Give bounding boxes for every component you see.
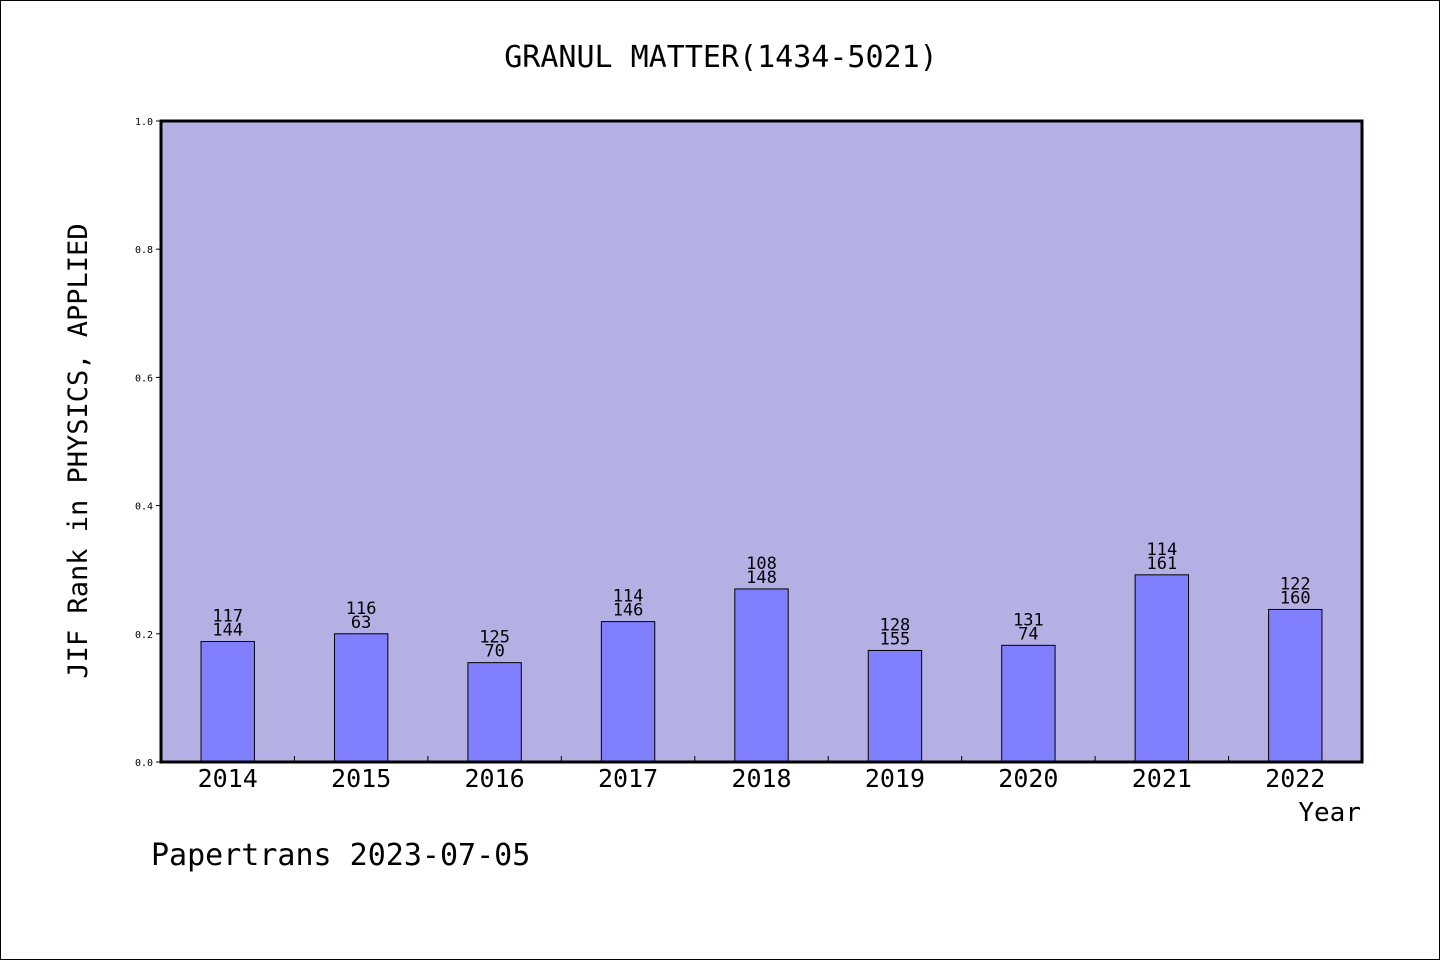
y-tick-label: 0.2 bbox=[135, 630, 153, 641]
chart-title: GRANUL MATTER(1434-5021) bbox=[504, 40, 937, 75]
bar-total-label: 144 bbox=[212, 620, 243, 640]
bar-2016 bbox=[467, 662, 522, 763]
x-tick-label: 2020 bbox=[998, 764, 1058, 793]
y-tick-label: 0.8 bbox=[135, 245, 153, 256]
x-tick-label: 2016 bbox=[465, 764, 525, 793]
x-tick-label: 2014 bbox=[198, 764, 258, 793]
bar-2017 bbox=[600, 621, 656, 763]
bar-2020 bbox=[1001, 644, 1056, 763]
bar-rank-label: 114 bbox=[1146, 540, 1177, 560]
bar-2019 bbox=[867, 649, 923, 763]
bars-group: 1171441166312570114146108148128155131741… bbox=[200, 540, 1323, 763]
bar-rank-label: 114 bbox=[613, 587, 644, 607]
y-tick-label: 0.6 bbox=[135, 373, 153, 384]
y-tick-label: 0.0 bbox=[135, 758, 153, 769]
x-tick-label: 2017 bbox=[598, 764, 658, 793]
y-tick-label: 0.4 bbox=[135, 502, 153, 513]
x-tick-label: 2019 bbox=[865, 764, 925, 793]
bar-total-label: 70 bbox=[484, 642, 504, 662]
bar-rank-label: 125 bbox=[479, 628, 510, 648]
bar-total-label: 161 bbox=[1146, 554, 1177, 574]
bar-total-label: 148 bbox=[746, 568, 777, 588]
bar-2018 bbox=[734, 588, 789, 763]
bar-rank-label: 128 bbox=[880, 615, 911, 635]
footer-text: Papertrans 2023-07-05 bbox=[151, 838, 530, 873]
x-axis-label: Year bbox=[1298, 798, 1361, 828]
bar-2014 bbox=[200, 640, 255, 763]
bar-total-label: 155 bbox=[880, 629, 911, 649]
bar-total-label: 146 bbox=[613, 601, 644, 621]
bar-2021 bbox=[1134, 574, 1190, 763]
x-tick-label: 2018 bbox=[731, 764, 791, 793]
bar-2015 bbox=[333, 633, 389, 763]
bar-total-label: 63 bbox=[351, 613, 371, 633]
x-tick-label: 2021 bbox=[1132, 764, 1192, 793]
bar-total-label: 160 bbox=[1280, 588, 1311, 608]
plot-frame bbox=[159, 119, 1364, 764]
bar-rank-label: 116 bbox=[346, 599, 377, 619]
bar-rank-label: 117 bbox=[212, 606, 243, 626]
bar-total-label: 74 bbox=[1018, 624, 1038, 644]
bar-2022 bbox=[1268, 608, 1323, 763]
bar-rank-label: 108 bbox=[746, 554, 777, 574]
x-tick-label: 2015 bbox=[331, 764, 391, 793]
axis-ticks: 0.0 0.2 0.4 0.6 0.8 1.0 2014 2015 2016 2017 2018 20… bbox=[135, 117, 1325, 793]
x-tick-label: 2022 bbox=[1265, 764, 1325, 793]
bar-rank-label: 122 bbox=[1280, 574, 1311, 594]
bar-rank-label: 131 bbox=[1013, 610, 1044, 630]
y-tick-label: 1.0 bbox=[135, 117, 153, 128]
y-axis-label: JIF Rank in PHYSICS, APPLIED bbox=[63, 223, 94, 678]
